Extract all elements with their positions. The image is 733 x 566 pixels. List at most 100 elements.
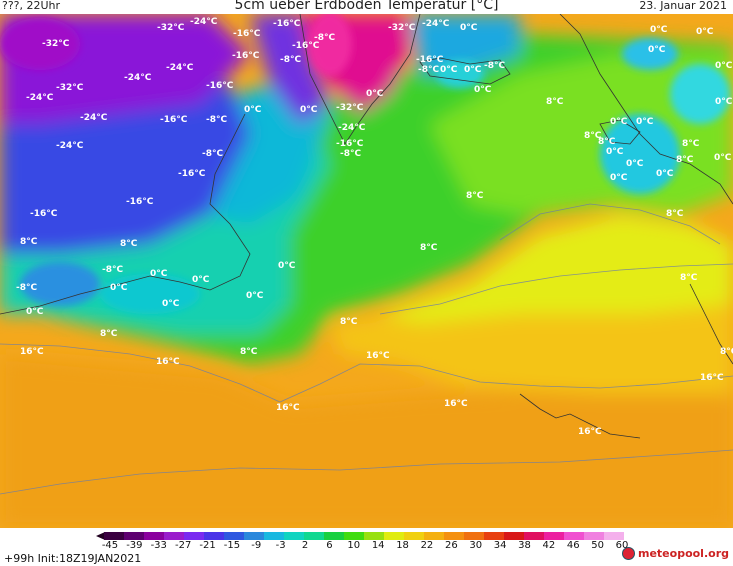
colorbar-segment <box>344 532 364 540</box>
colorbar-segment <box>484 532 504 540</box>
temperature-label: 0°C <box>110 283 128 293</box>
temperature-label: 8°C <box>340 317 358 327</box>
temperature-label: 8°C <box>598 137 616 147</box>
colorbar-segment <box>324 532 344 540</box>
colorbar-tick-label: 18 <box>396 540 409 551</box>
isotherms <box>0 203 733 495</box>
temperature-label: -16°C <box>233 29 261 39</box>
temperature-label: 16°C <box>700 373 724 383</box>
temperature-label: 8°C <box>584 131 602 141</box>
temperature-label: 8°C <box>120 239 138 249</box>
temperature-label: 8°C <box>240 347 258 357</box>
temperature-label: -24°C <box>26 93 54 103</box>
temperature-label: -24°C <box>422 19 450 29</box>
temperature-label: 0°C <box>636 117 654 127</box>
colorbar-tick-label: 2 <box>301 540 309 551</box>
temperature-label: 8°C <box>720 347 733 357</box>
colorbar-segment <box>444 532 464 540</box>
date-label: 23. Januar 2021 <box>639 0 727 12</box>
colorbar-ticks: -45 -39 -33 -27 -21 -15 -9 -3 2 6 10 14 18 22 26 30 34 38… <box>102 540 630 552</box>
colorbar-segment <box>424 532 444 540</box>
model-hour-label: ???, 22Uhr <box>2 0 61 12</box>
colorbar-segment <box>544 532 564 540</box>
temperature-label: -8°C <box>484 61 505 71</box>
temperature-label: -8°C <box>340 149 361 159</box>
colorbar-segment <box>384 532 404 540</box>
temperature-label: 0°C <box>606 147 624 157</box>
temperature-label: -32°C <box>157 23 185 33</box>
temperature-label: 0°C <box>610 117 628 127</box>
temperature-label: -16°C <box>292 41 320 51</box>
temperature-label: -32°C <box>388 23 416 33</box>
colorbar-tick-label: 34 <box>493 540 507 551</box>
colorbar <box>104 532 624 540</box>
colorbar-tick-label: 22 <box>420 540 434 551</box>
colorbar-tick-label: 46 <box>566 540 580 551</box>
temperature-label: 8°C <box>420 243 438 253</box>
colorbar-tick-label: 6 <box>326 540 333 551</box>
temperature-label: -16°C <box>336 139 364 149</box>
temperature-label: 16°C <box>444 399 468 409</box>
temperature-label: -32°C <box>56 83 84 93</box>
temperature-label: 0°C <box>715 97 733 107</box>
temperature-label: 0°C <box>278 261 296 271</box>
temperature-label: 0°C <box>460 23 478 33</box>
temperature-label: 8°C <box>666 209 684 219</box>
colorbar-tick-label: 38 <box>518 540 531 551</box>
temperature-label: -8°C <box>314 33 335 43</box>
colorbar-segment <box>284 532 304 540</box>
temperature-label: 0°C <box>650 25 668 35</box>
colorbar-tick-label: 50 <box>591 540 604 551</box>
temperature-labels: -32°C-32°C-24°C-16°C-16°C-8°C-16°C-32°C -… <box>16 17 733 437</box>
meteopool-logo[interactable]: meteopool.org <box>622 547 729 560</box>
temperature-field <box>0 14 733 528</box>
temperature-label: 0°C <box>656 169 674 179</box>
colorbar-segment <box>404 532 424 540</box>
temperature-label: 0°C <box>162 299 180 309</box>
temperature-label: -16°C <box>160 115 188 125</box>
temperature-label: 0°C <box>610 173 628 183</box>
temperature-label: 16°C <box>276 403 300 413</box>
temperature-label: 0°C <box>714 153 732 163</box>
init-time-label: +99h Init:18Z19JAN2021 <box>4 552 142 565</box>
colorbar-segment <box>224 532 244 540</box>
temperature-label: 16°C <box>156 357 180 367</box>
temperature-label: -8°C <box>280 55 301 65</box>
colorbar-segment <box>304 532 324 540</box>
temperature-label: -24°C <box>190 17 218 27</box>
temperature-label: -16°C <box>416 55 444 65</box>
temperature-label: 8°C <box>20 237 38 247</box>
temperature-label: 16°C <box>578 427 602 437</box>
colorbar-segment <box>244 532 264 540</box>
temperature-label: 0°C <box>696 27 714 37</box>
temperature-label: 16°C <box>20 347 44 357</box>
legend-area: -45 -39 -33 -27 -21 -15 -9 -3 2 6 10 14 18 22 26 30 34 38… <box>0 528 733 566</box>
temperature-label: -32°C <box>336 103 364 113</box>
colorbar-segment <box>364 532 384 540</box>
temperature-label: -8°C <box>102 265 123 275</box>
colorbar-tick-label: 30 <box>469 540 483 551</box>
colorbar-segment <box>124 532 144 540</box>
temperature-label: 0°C <box>300 105 318 115</box>
temperature-label: 0°C <box>648 45 666 55</box>
temperature-label: 8°C <box>680 273 698 283</box>
temperature-label: 0°C <box>474 85 492 95</box>
temperature-label: -16°C <box>126 197 154 207</box>
colorbar-tick-label: -39 <box>126 540 143 551</box>
temperature-label: 0°C <box>440 65 458 75</box>
temperature-label: -32°C <box>42 39 70 49</box>
temperature-label: -8°C <box>206 115 227 125</box>
temperature-label: -24°C <box>124 73 152 83</box>
temperature-label: -16°C <box>206 81 234 91</box>
colorbar-tick-label: -3 <box>275 540 286 551</box>
temperature-label: 8°C <box>676 155 694 165</box>
colorbar-tick-label: 26 <box>444 540 458 551</box>
temperature-label: 0°C <box>192 275 210 285</box>
colorbar-segment <box>264 532 284 540</box>
colorbar-segment <box>204 532 224 540</box>
colorbar-tick-label: 42 <box>542 540 556 551</box>
colorbar-tick-label: -27 <box>174 540 192 551</box>
colorbar-tick-label: -9 <box>251 540 262 551</box>
colorbar-tick-label: -21 <box>199 540 216 551</box>
temperature-label: -16°C <box>30 209 58 219</box>
